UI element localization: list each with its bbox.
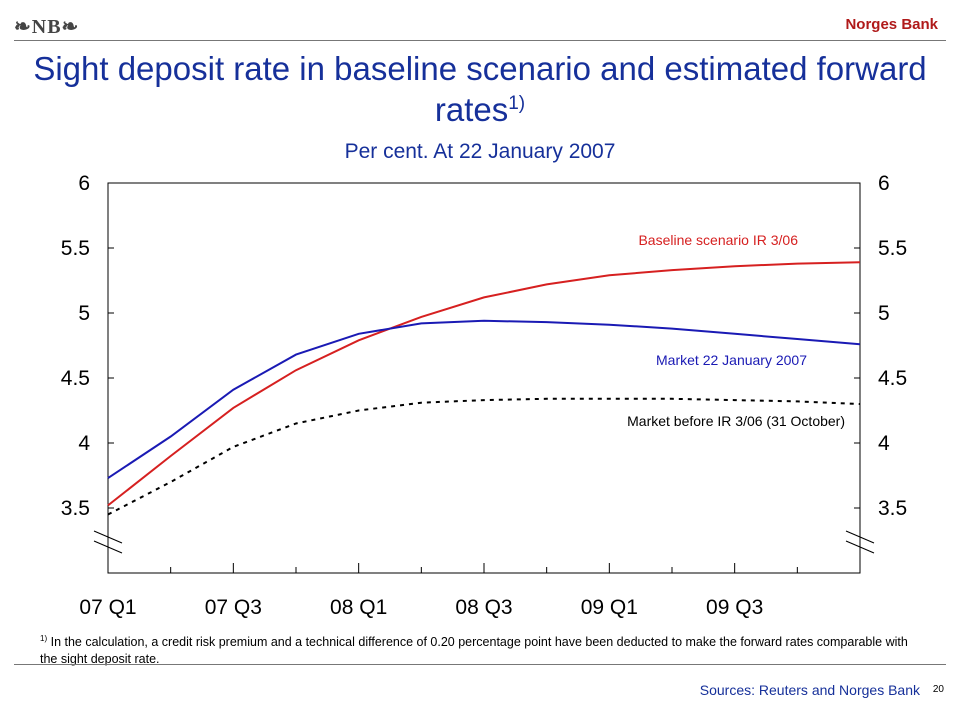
title-footnote-marker: 1) xyxy=(508,93,526,114)
footer-divider xyxy=(14,664,946,665)
y-tick-label-left: 5 xyxy=(78,302,90,325)
axis-break-right xyxy=(845,540,875,554)
y-tick-label-left: 6 xyxy=(78,172,90,195)
y-tick-label-right: 5 xyxy=(878,302,890,325)
y-tick-label-right: 6 xyxy=(878,172,890,195)
header-divider xyxy=(14,40,946,41)
footnote-text: In the calculation, a credit risk premiu… xyxy=(40,635,908,667)
chart-subtitle: Per cent. At 22 January 2007 xyxy=(344,140,616,163)
x-tick-label: 09 Q1 xyxy=(581,596,638,619)
y-tick-label-right: 3.5 xyxy=(878,497,907,520)
series-label-2: Market 22 January 2007 xyxy=(656,352,807,368)
page-number: 20 xyxy=(932,684,944,695)
x-tick-label: 09 Q3 xyxy=(706,596,763,619)
footnote-marker: 1) xyxy=(40,634,48,643)
y-tick-label-left: 5.5 xyxy=(61,237,90,260)
y-tick-label-left: 4.5 xyxy=(61,367,90,390)
sources-note: Sources: Reuters and Norges Bank xyxy=(699,682,920,698)
series-line-2 xyxy=(107,319,861,479)
chart-title: Sight deposit rate in baseline scenario … xyxy=(0,48,960,130)
series-line-3 xyxy=(107,397,861,516)
y-tick-label-right: 4.5 xyxy=(878,367,907,390)
footnote: 1) In the calculation, a credit risk pre… xyxy=(40,630,910,668)
axis-break-left xyxy=(93,530,123,544)
series-line-1 xyxy=(107,261,861,507)
x-tick-label: 07 Q3 xyxy=(205,596,262,619)
chart-title-text: Sight deposit rate in baseline scenario … xyxy=(33,50,927,128)
norges-bank-logo: ❧NB❧ xyxy=(14,16,80,38)
axis-break-right xyxy=(845,530,875,544)
x-tick-label: 08 Q1 xyxy=(330,596,387,619)
y-tick-label-left: 3.5 xyxy=(61,497,90,520)
series-label-3: Market before IR 3/06 (31 October) xyxy=(627,413,845,429)
axis-break-left xyxy=(93,540,123,554)
x-tick-label: 08 Q3 xyxy=(455,596,512,619)
x-tick-label: 07 Q1 xyxy=(79,596,136,619)
y-tick-label-right: 4 xyxy=(878,432,890,455)
series-label-1: Baseline scenario IR 3/06 xyxy=(638,232,798,248)
bank-name: Norges Bank xyxy=(845,16,938,33)
y-tick-label-left: 4 xyxy=(78,432,90,455)
y-tick-label-right: 5.5 xyxy=(878,237,907,260)
